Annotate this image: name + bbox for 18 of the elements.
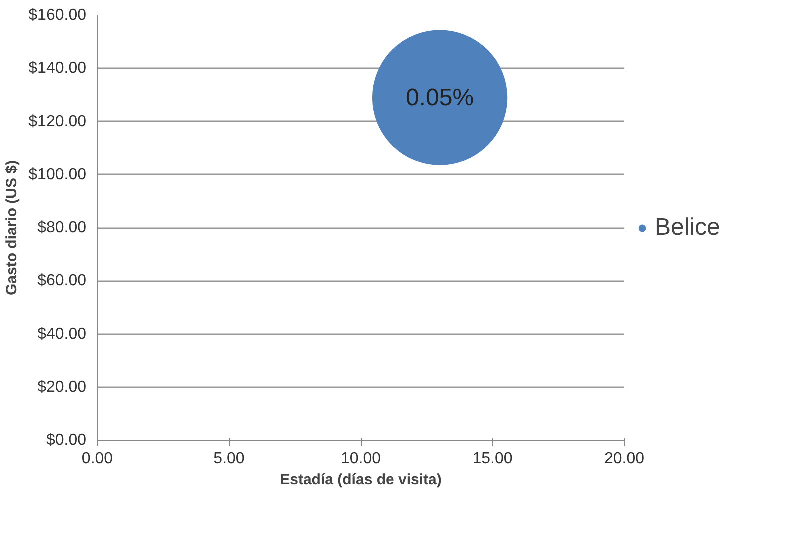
y-tick-label: $100.00: [28, 166, 87, 184]
y-tick-label: $140.00: [28, 60, 87, 78]
y-axis-title: Gasto diario (US $): [4, 160, 21, 296]
y-tick-label: $0.00: [46, 432, 87, 449]
x-tick-label: 20.00: [604, 450, 645, 468]
y-tick-label: $160.00: [28, 7, 87, 24]
x-tick-label: 15.00: [472, 450, 513, 468]
x-tick-label: 5.00: [214, 450, 245, 468]
y-tick-label: $120.00: [28, 113, 87, 130]
y-tick-label: $40.00: [38, 326, 87, 343]
y-tick-label: $60.00: [38, 272, 87, 290]
x-tick-label: 10.00: [340, 450, 382, 468]
x-tick-label: 0.00: [82, 450, 114, 468]
y-tick-label: $20.00: [38, 378, 87, 396]
x-axis-title: Estadía (días de visita): [280, 472, 442, 488]
data-label: 0.05%: [406, 84, 474, 112]
legend-label: Belice: [655, 214, 720, 242]
y-tick-label: $80.00: [38, 220, 87, 236]
